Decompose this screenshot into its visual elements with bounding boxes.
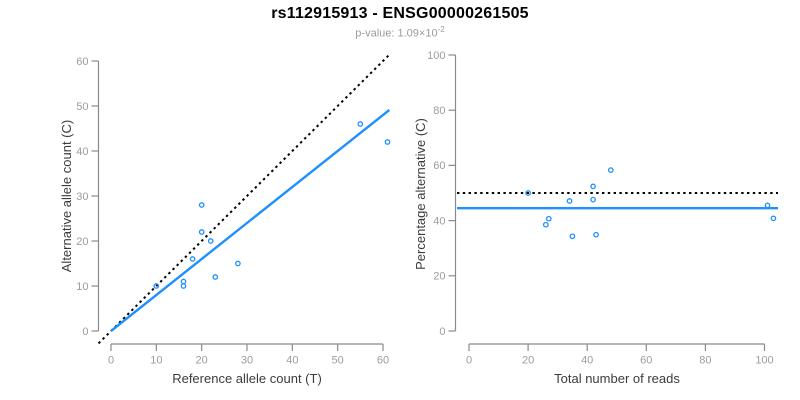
x-tick-label: 10: [150, 355, 162, 367]
scatter-point: [569, 233, 576, 240]
y-tick-label: 10: [76, 281, 88, 293]
scatter-point: [235, 260, 241, 267]
scatter-point: [153, 283, 160, 289]
plot-title: rs112915913 - ENSG00000261505: [271, 5, 529, 22]
x-tick-label: 40: [286, 355, 298, 367]
figure-header: rs112915913 - ENSG00000261505 p-value: 1…: [0, 5, 800, 40]
scatter-point: [189, 256, 196, 262]
y-tick-label: 0: [82, 326, 88, 338]
left-y-axis-title: Alternative allele count (C): [59, 120, 74, 272]
x-tick-label: 20: [196, 355, 208, 367]
scatter-point: [607, 167, 614, 173]
scatter-point: [180, 283, 187, 289]
scatter-point: [590, 183, 596, 190]
pvalue-exponent: -2: [437, 25, 445, 34]
scatter-point: [212, 274, 219, 280]
scatter-point: [566, 198, 573, 204]
y-tick-label: 100: [427, 50, 445, 62]
scatter-point: [384, 139, 391, 145]
x-tick-label: 100: [755, 355, 773, 367]
x-tick-label: 30: [241, 355, 253, 367]
pvalue-text: p-value: 1.09×10: [355, 27, 438, 40]
y-tick-label: 0: [439, 326, 445, 338]
scatter-point: [542, 221, 549, 228]
x-tick-label: 20: [522, 355, 534, 367]
scatter-point: [357, 121, 364, 127]
y-tick-label: 80: [433, 105, 445, 117]
y-tick-label: 40: [76, 146, 88, 158]
x-tick-label: 60: [377, 355, 389, 367]
y-tick-label: 20: [433, 271, 445, 283]
scatter-point: [764, 202, 771, 209]
scatter-point: [180, 278, 187, 285]
y-tick-label: 20: [76, 236, 88, 248]
fit-line: [110, 109, 391, 332]
scatter-point: [590, 196, 596, 203]
x-tick-label: 0: [108, 355, 114, 367]
x-tick-label: 0: [466, 355, 472, 367]
x-tick-label: 80: [699, 355, 711, 367]
right-y-axis-title: Percentage alternative (C): [413, 118, 428, 270]
right-x-axis-title: Total number of reads: [554, 371, 680, 386]
right-scatter-panel: 0 20 40 60 80 100 0 20 40 60 80 100: [427, 50, 778, 367]
scatter-point: [207, 238, 214, 244]
y-tick-label: 60: [76, 56, 88, 68]
identity-line: [97, 54, 390, 345]
y-tick-label: 40: [433, 215, 445, 227]
x-tick-label: 50: [332, 355, 344, 367]
scatter-point: [545, 215, 552, 222]
x-tick-label: 40: [581, 355, 593, 367]
scatter-point: [198, 202, 205, 208]
scatter-point: [198, 229, 205, 235]
left-x-axis-title: Reference allele count (T): [172, 371, 322, 386]
scatter-point: [525, 190, 531, 196]
x-tick-label: 60: [640, 355, 652, 367]
scatter-point: [770, 215, 777, 222]
y-tick-label: 60: [433, 160, 445, 172]
plot-subtitle: p-value: 1.09×10-2: [0, 25, 800, 40]
left-scatter-panel: 0 10 20 30 40 50 60 0 10 20 30 40 50 60: [76, 54, 391, 367]
y-tick-label: 50: [76, 101, 88, 113]
y-tick-label: 30: [76, 191, 88, 203]
scatter-point: [593, 231, 599, 238]
